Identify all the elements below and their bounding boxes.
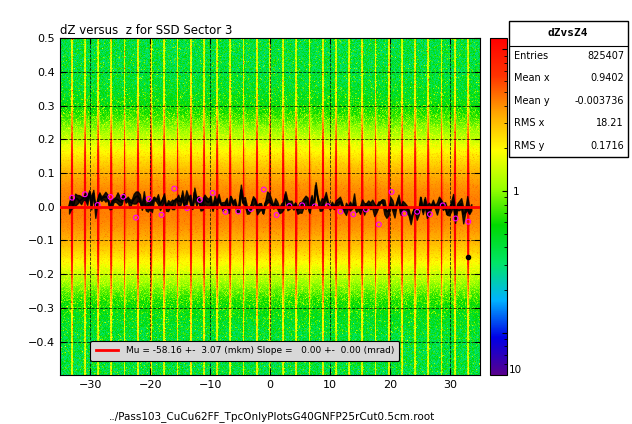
Point (451, 215, 461, 222)
Point (463, 218, 473, 225)
Point (310, 203, 320, 210)
Text: -0.003736: -0.003736 (574, 96, 624, 106)
Text: RMS x: RMS x (514, 118, 544, 128)
Legend: Mu = -58.16 +-  3.07 (mkm) Slope =   0.00 +-  0.00 (mrad): Mu = -58.16 +- 3.07 (mkm) Slope = 0.00 +… (90, 341, 399, 361)
Text: ../Pass103_CuCu62FF_TpcOnlyPlotsG40GNFP25rCut0.5cm.root: ../Pass103_CuCu62FF_TpcOnlyPlotsG40GNFP2… (109, 411, 435, 422)
Text: 0.1716: 0.1716 (590, 141, 624, 151)
Point (182, 205, 192, 212)
Text: Mean x: Mean x (514, 73, 549, 84)
Point (80, 191, 90, 198)
Point (399, 210, 410, 217)
Point (157, 212, 167, 218)
Text: RMS y: RMS y (514, 141, 544, 151)
Point (284, 203, 295, 209)
Point (438, 202, 448, 209)
Text: 825407: 825407 (587, 51, 624, 61)
Point (106, 194, 116, 201)
Point (297, 202, 307, 209)
Point (425, 211, 435, 218)
Point (412, 208, 422, 215)
Text: dZvsZ4: dZvsZ4 (548, 28, 588, 38)
Point (323, 203, 333, 209)
Point (374, 221, 384, 228)
Point (169, 185, 179, 192)
Point (361, 206, 371, 213)
Point (233, 208, 243, 215)
Text: 18.21: 18.21 (597, 118, 624, 128)
Text: Entries: Entries (514, 51, 548, 61)
Text: 10: 10 (508, 38, 521, 48)
Text: dZ versus  z for SSD Sector 3: dZ versus z for SSD Sector 3 (60, 24, 233, 37)
Text: 10: 10 (508, 365, 521, 375)
Point (67, 194, 77, 201)
Point (258, 186, 269, 193)
Point (348, 211, 358, 218)
Point (207, 190, 217, 196)
Point (131, 214, 141, 221)
Text: Mean y: Mean y (514, 96, 549, 106)
FancyBboxPatch shape (509, 21, 628, 157)
Text: 0.9402: 0.9402 (590, 73, 624, 84)
Point (195, 196, 205, 203)
Point (221, 209, 231, 215)
Point (246, 206, 256, 212)
Point (272, 212, 282, 218)
Point (336, 208, 346, 215)
Point (143, 195, 154, 202)
Point (118, 193, 128, 200)
Point (92, 202, 102, 209)
Point (387, 189, 397, 195)
